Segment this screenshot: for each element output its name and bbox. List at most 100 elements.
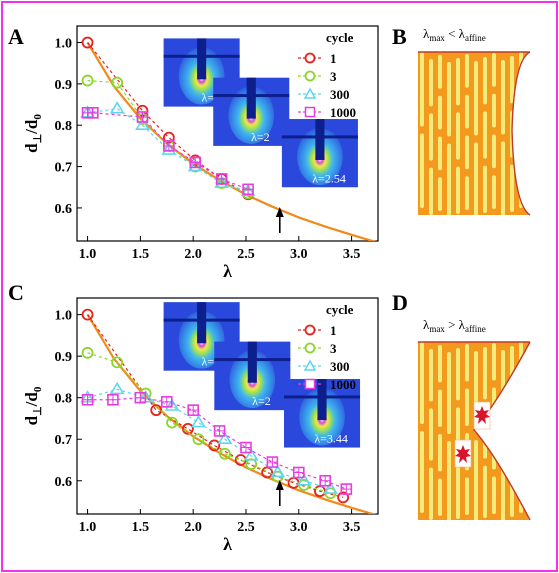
y-tick-label: 0.8 xyxy=(55,119,73,134)
series-line-cycle-300 xyxy=(87,388,331,490)
legend-label: 1000 xyxy=(330,105,356,120)
inset-bar xyxy=(163,54,240,58)
data-point-cross-1000 xyxy=(87,107,98,118)
data-point-cross-1000 xyxy=(293,467,304,478)
fibril-stripe xyxy=(447,62,451,137)
data-point-cycle-300 xyxy=(296,473,312,486)
x-tick-label: 1.5 xyxy=(132,520,150,535)
fibril-stripe xyxy=(456,466,460,519)
fibril-stripe xyxy=(420,431,424,513)
fibril-stripe xyxy=(438,95,442,130)
inset-label: λ=2 xyxy=(252,394,271,408)
data-point-cycle-1 xyxy=(337,491,350,504)
x-axis-label: λ xyxy=(223,534,232,554)
fibril-stripe xyxy=(438,136,442,171)
fibril-stripe xyxy=(465,176,469,210)
series-line-cycle-3 xyxy=(87,352,331,494)
legend-label: 300 xyxy=(330,87,350,102)
fibril-stripe xyxy=(519,386,523,424)
y-tick-label: 0.7 xyxy=(55,433,73,448)
panel-label-c: C xyxy=(8,280,24,305)
plot-area: λ=1λ=2λ=2.54 xyxy=(80,36,377,241)
cavitation-defect-1 xyxy=(473,401,491,430)
inset-label: λ=2 xyxy=(251,130,270,144)
fibril-stripe xyxy=(501,439,505,520)
fibril-stripe xyxy=(438,177,442,211)
x-tick-label: 3.0 xyxy=(290,247,308,262)
data-point-cross-1000 xyxy=(240,442,251,453)
inset-beamstop xyxy=(247,341,257,383)
fibril-stripe xyxy=(420,133,424,208)
y-label-main: d xyxy=(22,143,41,153)
legend-marker xyxy=(304,342,316,354)
data-point-cross-1000 xyxy=(243,184,254,195)
fibril-stripe xyxy=(465,135,469,170)
data-point-cross-1000 xyxy=(135,392,146,403)
fibril-stripe xyxy=(429,167,433,215)
panel-label-a: A xyxy=(8,24,24,49)
fibril-stripe xyxy=(510,56,514,104)
data-point-cycle-3 xyxy=(81,74,94,87)
fibril-stripe xyxy=(483,465,487,518)
data-point-cross-1000 xyxy=(320,475,331,486)
saxs-inset: λ=2.54 xyxy=(281,119,358,188)
data-point-cross-1000 xyxy=(188,405,199,416)
y-label-den-sub: 0 xyxy=(32,114,44,120)
data-point-cross-1000 xyxy=(82,394,93,405)
fibril-stripe xyxy=(465,388,469,426)
data-point-cycle-300 xyxy=(270,464,286,478)
data-point-cycle-1 xyxy=(81,36,94,49)
data-point-cross-1000 xyxy=(190,157,201,168)
fibril-stripe xyxy=(420,52,424,127)
fibril-stripe xyxy=(456,166,460,214)
fibril-stripe xyxy=(519,133,523,168)
fibril-stripe xyxy=(483,111,487,159)
data-point-cycle-300 xyxy=(214,175,230,188)
fibril-stripe xyxy=(510,164,514,212)
legend-marker xyxy=(304,106,316,118)
fibril-stripe xyxy=(429,467,433,520)
fibril-stripe xyxy=(456,348,460,401)
y-axis-label: d⊥/d0 xyxy=(22,386,44,425)
series-line-cycle-1 xyxy=(87,42,249,195)
x-tick-label: 1.0 xyxy=(79,247,97,262)
data-point-cross-1000 xyxy=(137,111,148,122)
data-point-cycle-300 xyxy=(187,159,203,172)
y-label-den: /d xyxy=(22,119,41,135)
arrow-head xyxy=(275,480,284,490)
schematic-panel-b: λmax < λaffine xyxy=(418,26,531,216)
panel-b-condition-label: λmax < λaffine xyxy=(423,26,486,43)
data-point-cycle-1 xyxy=(81,308,94,321)
fibril-stripe xyxy=(528,140,530,215)
fibril-stripe xyxy=(438,345,442,383)
fibril-stripe xyxy=(483,165,487,213)
y-tick-label: 0.7 xyxy=(55,161,73,176)
legend-marker xyxy=(303,87,317,99)
fibril-stripe xyxy=(492,53,496,87)
fibril-stripe xyxy=(429,59,433,107)
legend-label: 1000 xyxy=(330,377,356,392)
fibril-stripe xyxy=(465,54,469,88)
legend-marker xyxy=(304,70,316,82)
data-point-cycle-3 xyxy=(166,416,178,429)
x-tick-label: 2.5 xyxy=(237,520,255,535)
y-label-den-sub: 0 xyxy=(32,386,44,392)
data-point-cross-1000 xyxy=(163,140,174,151)
y-label-den: /d xyxy=(22,392,41,408)
y-tick-label: 0.8 xyxy=(55,392,73,407)
data-point-cycle-300 xyxy=(243,448,259,461)
fibril-stripe xyxy=(528,438,530,520)
data-point-cycle-1 xyxy=(287,476,300,489)
x-tick-label: 2.0 xyxy=(184,247,202,262)
data-point-cycle-300 xyxy=(161,142,177,155)
panel-label-b: B xyxy=(392,24,407,49)
x-tick-label: 1.5 xyxy=(132,247,150,262)
panel-d-condition-label: λmax > λaffine xyxy=(423,317,486,334)
panel-label-d: D xyxy=(392,290,408,315)
fibril-stripe xyxy=(438,55,442,89)
data-point-cycle-300 xyxy=(240,183,256,197)
fibril-stripe xyxy=(483,347,487,400)
legend-label: 3 xyxy=(330,341,337,356)
x-tick-label: 3.5 xyxy=(343,520,361,535)
